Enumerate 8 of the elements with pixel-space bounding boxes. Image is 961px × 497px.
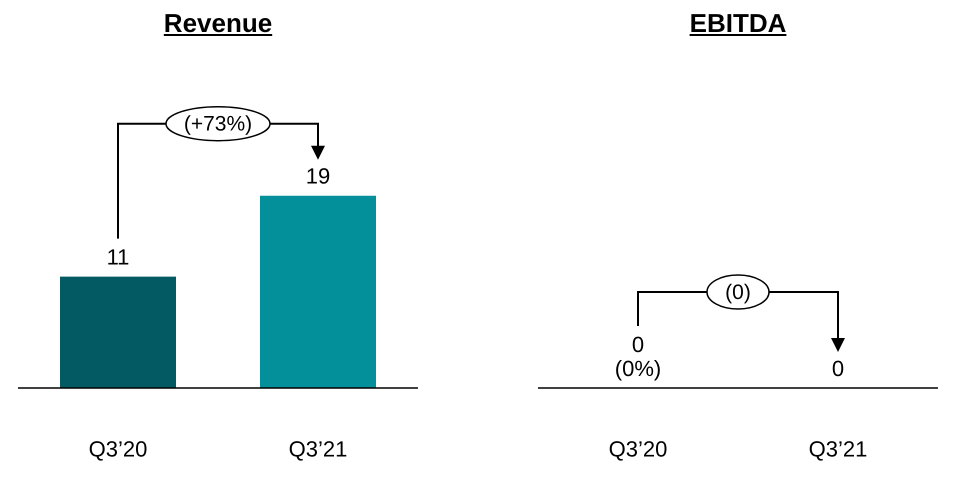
text: (0) xyxy=(725,281,751,304)
chart-title: Revenue xyxy=(162,8,274,40)
data-label: 0 xyxy=(832,356,844,381)
text: (+73%) xyxy=(184,112,252,136)
data-label: 19 xyxy=(306,164,330,189)
text: EBITDA xyxy=(688,8,788,40)
data-label: 11 xyxy=(106,244,130,270)
data-label: 0 (0%) xyxy=(614,332,662,381)
